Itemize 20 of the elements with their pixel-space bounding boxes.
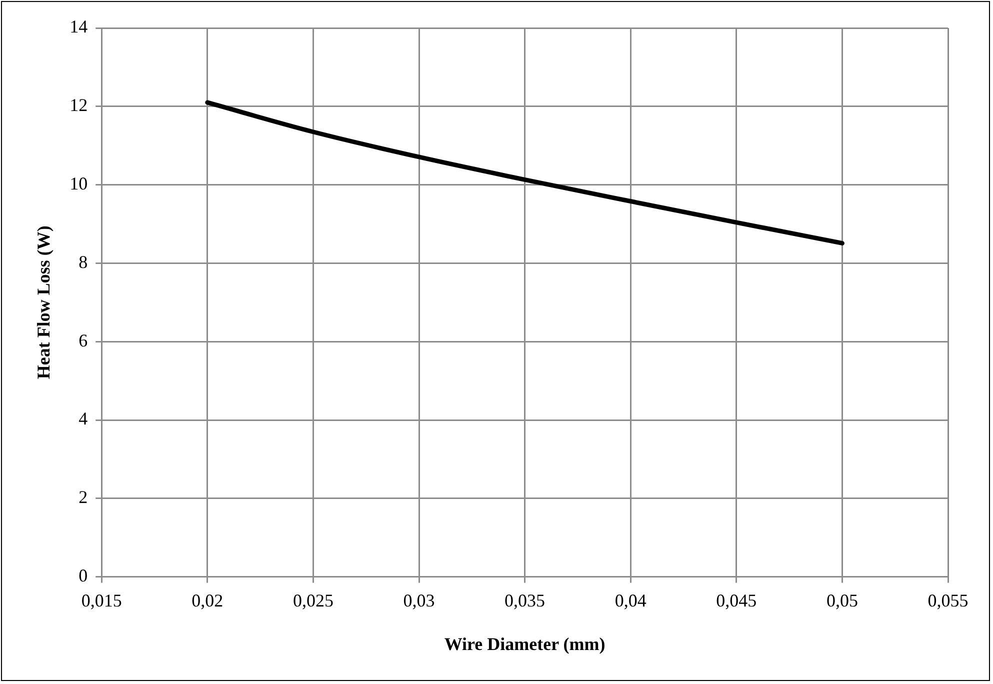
- x-tick-label: 0,04: [614, 590, 646, 610]
- x-axis-title: Wire Diameter (mm): [444, 634, 606, 654]
- x-tick-label: 0,015: [81, 590, 122, 610]
- y-tick-label: 12: [70, 95, 88, 116]
- x-tick-label: 0,035: [504, 590, 546, 610]
- x-tick-label: 0,02: [192, 590, 224, 610]
- x-tick-label: 0,025: [292, 590, 334, 610]
- y-axis-title: Heat Flow Loss (W): [33, 226, 54, 380]
- y-tick-label: 0: [78, 566, 88, 586]
- y-tick-label: 6: [78, 330, 88, 350]
- x-tick-label: 0,055: [928, 590, 968, 610]
- x-tick-label: 0,045: [716, 590, 757, 610]
- y-tick-label: 4: [78, 408, 88, 429]
- y-tick-label: 2: [78, 487, 88, 508]
- y-tick-label: 10: [70, 174, 88, 194]
- line-series: [205, 100, 844, 246]
- y-tick-label: 14: [70, 16, 88, 37]
- x-tick-label: 0,05: [826, 590, 858, 610]
- y-tick-label: 8: [78, 252, 88, 272]
- x-tick-label: 0,03: [403, 590, 435, 610]
